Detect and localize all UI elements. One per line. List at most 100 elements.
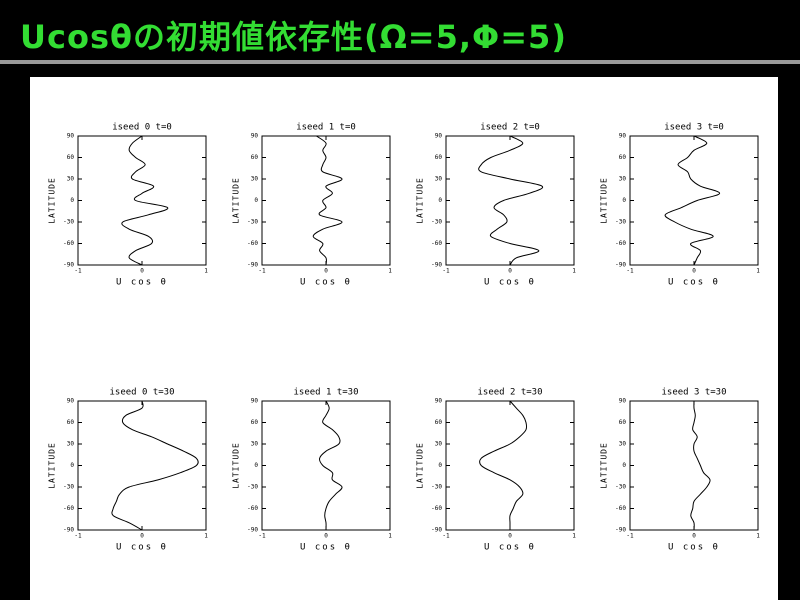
y-tick-label: 30: [619, 441, 627, 448]
y-tick-label: 60: [251, 419, 259, 426]
x-axis-label: U cos θ: [300, 278, 352, 288]
y-axis-label: LATITUDE: [48, 177, 57, 224]
x-tick-label: -1: [442, 533, 450, 540]
y-tick-label: -90: [431, 262, 442, 269]
chart-title: iseed 2 t=0: [480, 123, 540, 133]
x-axis-label: U cos θ: [668, 543, 720, 553]
chart-title: iseed 1 t=0: [296, 123, 356, 133]
y-tick-label: 60: [619, 419, 627, 426]
y-tick-label: -60: [63, 505, 74, 512]
y-tick-label: 60: [251, 154, 259, 161]
y-tick-label: 0: [70, 462, 74, 469]
y-tick-label: 90: [67, 398, 75, 405]
y-axis-label: LATITUDE: [416, 177, 425, 224]
y-tick-label: 60: [435, 154, 443, 161]
x-tick-label: 1: [388, 268, 392, 275]
y-tick-label: -60: [431, 240, 442, 247]
y-tick-label: -90: [63, 527, 74, 534]
data-line: [479, 400, 528, 530]
y-tick-label: 30: [619, 176, 627, 183]
data-line: [690, 400, 711, 531]
y-tick-label: 90: [67, 133, 75, 140]
y-tick-label: -60: [247, 240, 258, 247]
y-axis-label: LATITUDE: [48, 442, 57, 489]
y-tick-label: 90: [435, 398, 443, 405]
y-tick-label: 0: [70, 197, 74, 204]
chart-title: iseed 0 t=30: [109, 388, 174, 398]
y-tick-label: -60: [615, 240, 626, 247]
slide-panel: [30, 77, 778, 600]
x-axis-label: U cos θ: [300, 543, 352, 553]
x-tick-label: -1: [258, 533, 266, 540]
y-tick-label: 90: [619, 133, 627, 140]
x-tick-label: 1: [572, 533, 576, 540]
x-tick-label: 0: [140, 268, 144, 275]
x-axis-label: U cos θ: [668, 278, 720, 288]
y-tick-label: -30: [247, 219, 258, 226]
y-tick-label: -90: [247, 527, 258, 534]
data-line: [318, 400, 343, 531]
x-tick-label: -1: [74, 533, 82, 540]
x-tick-label: 1: [204, 268, 208, 275]
y-tick-label: -90: [615, 262, 626, 269]
x-tick-label: 0: [508, 533, 512, 540]
chart-title: iseed 3 t=30: [661, 388, 726, 398]
y-tick-label: -60: [247, 505, 258, 512]
y-tick-label: 0: [254, 462, 258, 469]
y-tick-label: 0: [622, 197, 626, 204]
y-tick-label: -30: [247, 484, 258, 491]
y-tick-label: -30: [63, 219, 74, 226]
x-tick-label: -1: [258, 268, 266, 275]
y-axis-label: LATITUDE: [600, 177, 609, 224]
x-tick-label: 0: [324, 268, 328, 275]
y-tick-label: 0: [254, 197, 258, 204]
x-tick-label: -1: [74, 268, 82, 275]
y-tick-label: 30: [251, 176, 259, 183]
data-line: [121, 135, 169, 266]
y-tick-label: 60: [67, 154, 75, 161]
y-tick-label: 90: [619, 398, 627, 405]
y-tick-label: 60: [435, 419, 443, 426]
x-tick-label: -1: [442, 268, 450, 275]
chart-title: iseed 3 t=0: [664, 123, 724, 133]
y-tick-label: -30: [431, 219, 442, 226]
title-rule: [0, 60, 800, 64]
y-tick-label: 30: [435, 176, 443, 183]
y-tick-label: 90: [435, 133, 443, 140]
y-tick-label: -90: [615, 527, 626, 534]
x-tick-label: 0: [508, 268, 512, 275]
y-axis-label: LATITUDE: [600, 442, 609, 489]
x-tick-label: 1: [756, 268, 760, 275]
y-tick-label: 60: [619, 154, 627, 161]
x-tick-label: 1: [204, 533, 208, 540]
y-tick-label: -90: [63, 262, 74, 269]
y-tick-label: -60: [615, 505, 626, 512]
y-tick-label: -60: [63, 240, 74, 247]
x-tick-label: 0: [324, 533, 328, 540]
x-tick-label: 0: [692, 533, 696, 540]
y-tick-label: 30: [435, 441, 443, 448]
y-axis-label: LATITUDE: [232, 442, 241, 489]
chart-title: iseed 0 t=0: [112, 123, 172, 133]
x-tick-label: 1: [756, 533, 760, 540]
y-tick-label: -90: [431, 527, 442, 534]
y-tick-label: -30: [63, 484, 74, 491]
y-axis-label: LATITUDE: [416, 442, 425, 489]
y-tick-label: -30: [615, 484, 626, 491]
y-tick-label: -30: [431, 484, 442, 491]
x-tick-label: 0: [692, 268, 696, 275]
x-axis-label: U cos θ: [116, 278, 168, 288]
x-tick-label: 1: [388, 533, 392, 540]
y-tick-label: 30: [251, 441, 259, 448]
x-axis-label: U cos θ: [484, 278, 536, 288]
y-tick-label: 0: [438, 462, 442, 469]
chart-title: iseed 1 t=30: [293, 388, 358, 398]
x-axis-label: U cos θ: [116, 543, 168, 553]
y-tick-label: -30: [615, 219, 626, 226]
slide-title: Ucosθの初期値依存性(Ω=5,Φ=5): [20, 18, 567, 56]
y-tick-label: -90: [247, 262, 258, 269]
chart-title: iseed 2 t=30: [477, 388, 542, 398]
y-tick-label: 0: [622, 462, 626, 469]
x-tick-label: 1: [572, 268, 576, 275]
